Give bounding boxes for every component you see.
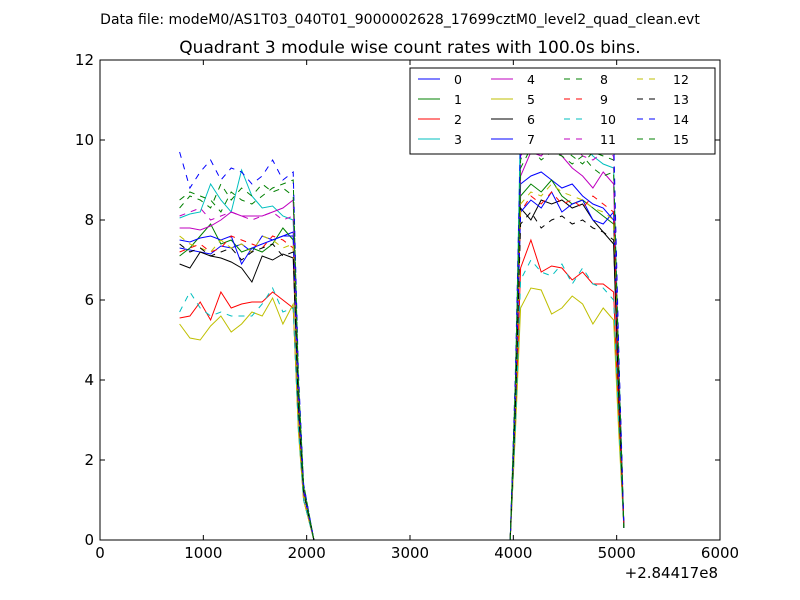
legend-label-15: 15 <box>673 132 689 147</box>
legend-label-6: 6 <box>527 112 535 127</box>
legend-label-4: 4 <box>527 72 535 87</box>
legend-label-0: 0 <box>454 72 462 87</box>
y-tick-label: 12 <box>75 51 94 69</box>
x-tick-label: 1000 <box>184 544 222 562</box>
x-tick-label: 3000 <box>391 544 429 562</box>
series-line-13 <box>179 211 625 541</box>
series-line-10 <box>179 259 625 541</box>
x-offset-label: +2.84417e8 <box>625 564 718 582</box>
x-tick-label: 5000 <box>598 544 636 562</box>
x-tick-label: 6000 <box>701 544 739 562</box>
y-tick-label: 2 <box>84 451 94 469</box>
x-tick-label: 4000 <box>494 544 532 562</box>
y-tick-label: 10 <box>75 131 94 149</box>
series-line-3 <box>179 114 625 541</box>
series-line-7 <box>179 191 625 541</box>
legend-label-11: 11 <box>600 132 616 147</box>
legend-label-2: 2 <box>454 112 462 127</box>
legend-label-12: 12 <box>673 72 689 87</box>
series-line-8 <box>179 119 625 541</box>
legend-label-10: 10 <box>600 112 616 127</box>
y-tick-label: 0 <box>84 531 94 549</box>
legend-label-5: 5 <box>527 92 535 107</box>
series-line-1 <box>179 179 625 541</box>
series-line-11 <box>179 135 625 541</box>
series-line-9 <box>179 191 625 541</box>
series-line-6 <box>179 199 625 541</box>
y-tick-label: 8 <box>84 211 94 229</box>
chart-title: Quadrant 3 module wise count rates with … <box>179 38 640 58</box>
legend-label-1: 1 <box>454 92 462 107</box>
series-line-15 <box>179 147 625 541</box>
y-tick-label: 4 <box>84 371 94 389</box>
data-file-label: Data file: modeM0/AS1T03_040T01_90000026… <box>100 12 700 28</box>
series-line-2 <box>179 238 625 541</box>
series-line-12 <box>179 183 625 541</box>
legend-label-13: 13 <box>673 92 689 107</box>
legend-label-14: 14 <box>673 112 689 127</box>
series-line-0 <box>179 171 625 541</box>
legend-label-3: 3 <box>454 132 462 147</box>
x-tick-label: 2000 <box>288 544 326 562</box>
legend-frame <box>409 67 716 155</box>
series-line-5 <box>179 287 625 541</box>
x-tick-label: 0 <box>95 544 105 562</box>
series-layer <box>179 110 625 541</box>
legend-label-8: 8 <box>600 72 608 87</box>
legend-label-9: 9 <box>600 92 608 107</box>
y-tick-label: 6 <box>84 291 94 309</box>
legend-label-7: 7 <box>527 132 535 147</box>
series-line-14 <box>179 110 625 541</box>
